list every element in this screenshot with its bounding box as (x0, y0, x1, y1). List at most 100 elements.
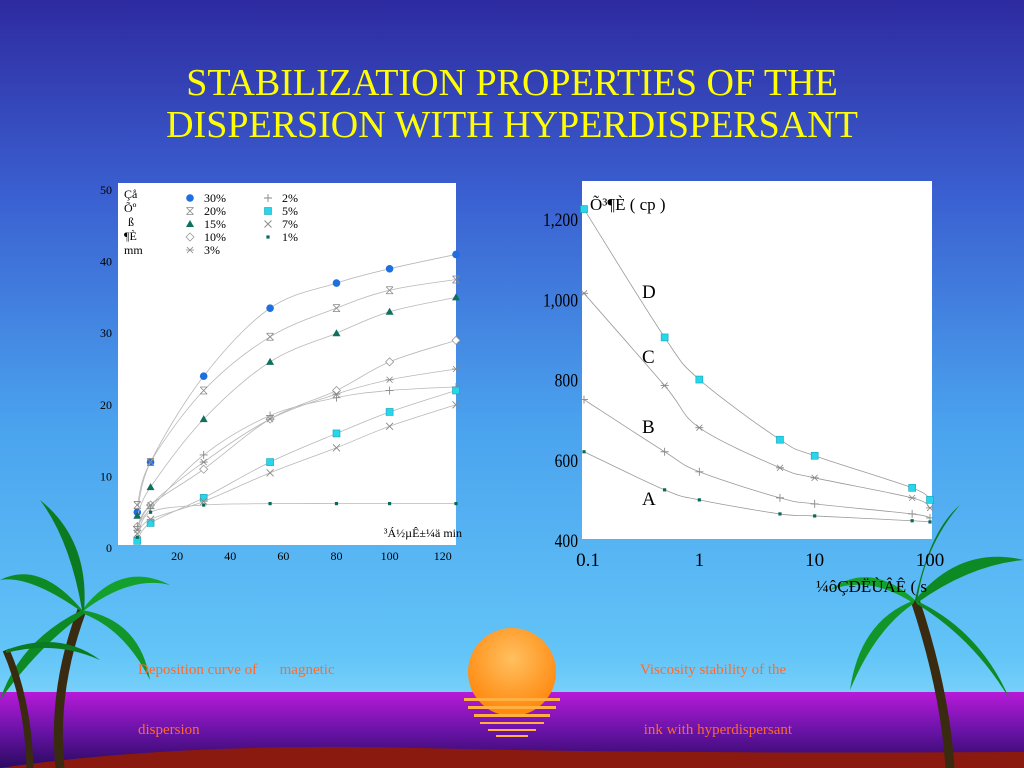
data-point-10pct (451, 335, 461, 345)
data-point-5pct (452, 386, 460, 395)
data-point-7pct (146, 515, 155, 524)
data-point-30pct (199, 372, 208, 380)
data-point-B (660, 447, 669, 456)
series-line-C (583, 293, 931, 509)
data-point-2pct (385, 386, 394, 395)
x-tick-label: 20 (171, 549, 183, 563)
x-tick-label: 40 (224, 549, 236, 563)
legend-marker-15pct (186, 220, 194, 227)
y-tick-label: 10 (100, 469, 112, 483)
legend-label: 30% (204, 191, 226, 205)
data-point-B (580, 395, 588, 404)
data-point-30pct (332, 279, 341, 287)
data-point-C (695, 424, 704, 431)
caption-left-line-1: Deposition curve of magnetic (138, 662, 335, 678)
slide-title-line-1: STABILIZATION PROPERTIES OF THE (186, 62, 838, 104)
data-point-5pct (385, 408, 394, 416)
data-point-C (775, 464, 784, 472)
x-tick-label: 100 (381, 549, 399, 563)
x-axis-label: ³Á½µÊ±¼ä min (384, 526, 462, 540)
data-point-A (697, 498, 701, 502)
data-point-C (908, 494, 917, 502)
data-point-1pct (268, 502, 272, 506)
data-point-20pct (266, 332, 274, 341)
x-tick-label: 80 (330, 549, 342, 563)
caption-right: Viscosity stability of the ink with hype… (640, 620, 792, 760)
data-point-3pct (199, 458, 208, 466)
data-point-C (660, 382, 669, 389)
data-point-7pct (452, 400, 460, 409)
caption-right-line-2: ink with hyperdispersant (640, 722, 793, 738)
data-point-D (908, 484, 916, 492)
legend-marker-7pct (264, 220, 272, 228)
curve-label-C: C (642, 347, 655, 368)
data-point-2pct (266, 411, 275, 420)
data-point-3pct (452, 365, 460, 373)
legend-marker-3pct (186, 246, 194, 254)
data-point-2pct (199, 450, 208, 459)
x-tick-label: 120 (434, 549, 452, 563)
data-point-30pct (385, 264, 394, 273)
data-point-15pct (146, 483, 155, 491)
curve-label-D: D (642, 282, 656, 303)
curve-label-A: A (642, 489, 656, 510)
data-point-1pct (388, 502, 392, 506)
x-axis-label: ¼ôÇÐËÙÂÊ ( s (816, 577, 927, 596)
data-point-D (810, 451, 819, 460)
data-point-10pct (385, 357, 395, 367)
data-point-D (695, 375, 704, 384)
legend-marker-20pct (186, 207, 194, 215)
data-point-7pct (266, 469, 274, 477)
palm-tree-right (830, 505, 1024, 768)
caption-left: Deposition curve of magnetic dispersion (138, 620, 335, 760)
data-point-30pct (266, 304, 274, 312)
data-point-30pct (452, 250, 460, 259)
y-tick-label: 1,200 (543, 210, 578, 231)
y-tick-label: 400 (555, 531, 579, 552)
y-axis-label: Õ³¶È ( cp ) (590, 195, 666, 214)
data-point-15pct (199, 415, 208, 423)
shore (0, 746, 1024, 768)
data-point-D (660, 333, 669, 342)
y-tick-label: 40 (100, 255, 112, 269)
y-tick-label: 600 (555, 450, 579, 471)
y-axis-label-part: ¶È (124, 229, 137, 243)
y-axis-label-part: mm (124, 243, 143, 257)
data-point-10pct (199, 464, 209, 474)
data-point-B (908, 509, 917, 518)
caption-right-line-1: Viscosity stability of the (640, 662, 787, 678)
y-axis-label-part: ß (128, 215, 134, 229)
data-point-1pct (135, 535, 139, 539)
x-tick-label: 10 (805, 550, 824, 571)
data-point-A (813, 514, 817, 518)
legend-label: 20% (204, 204, 226, 218)
data-point-7pct (133, 529, 142, 538)
legend-label: 5% (282, 204, 298, 218)
x-tick-label: 60 (277, 549, 289, 563)
viscosity-chart-panel (582, 181, 932, 539)
legend-marker-1pct (266, 235, 270, 239)
x-tick-label: 0.1 (576, 550, 600, 571)
data-point-C (810, 474, 819, 482)
data-point-15pct (332, 329, 341, 337)
data-point-A (778, 512, 782, 516)
data-point-20pct (199, 386, 208, 395)
data-point-1pct (334, 502, 339, 506)
data-point-15pct (133, 511, 142, 519)
sun (468, 628, 556, 716)
data-point-15pct (385, 307, 394, 315)
y-axis-label-part: Õº (124, 201, 137, 215)
y-axis-label: Çå Õº ß ¶È mm (124, 187, 143, 257)
data-point-20pct (146, 458, 155, 466)
data-point-A (928, 520, 932, 524)
legend-label: 15% (204, 217, 226, 231)
series-line-A (583, 451, 931, 523)
data-point-2pct (332, 393, 341, 402)
y-axis-label-part: Çå (124, 187, 138, 201)
data-point-B (695, 467, 704, 476)
data-point-1pct (148, 510, 153, 514)
data-point-20pct (385, 286, 394, 295)
